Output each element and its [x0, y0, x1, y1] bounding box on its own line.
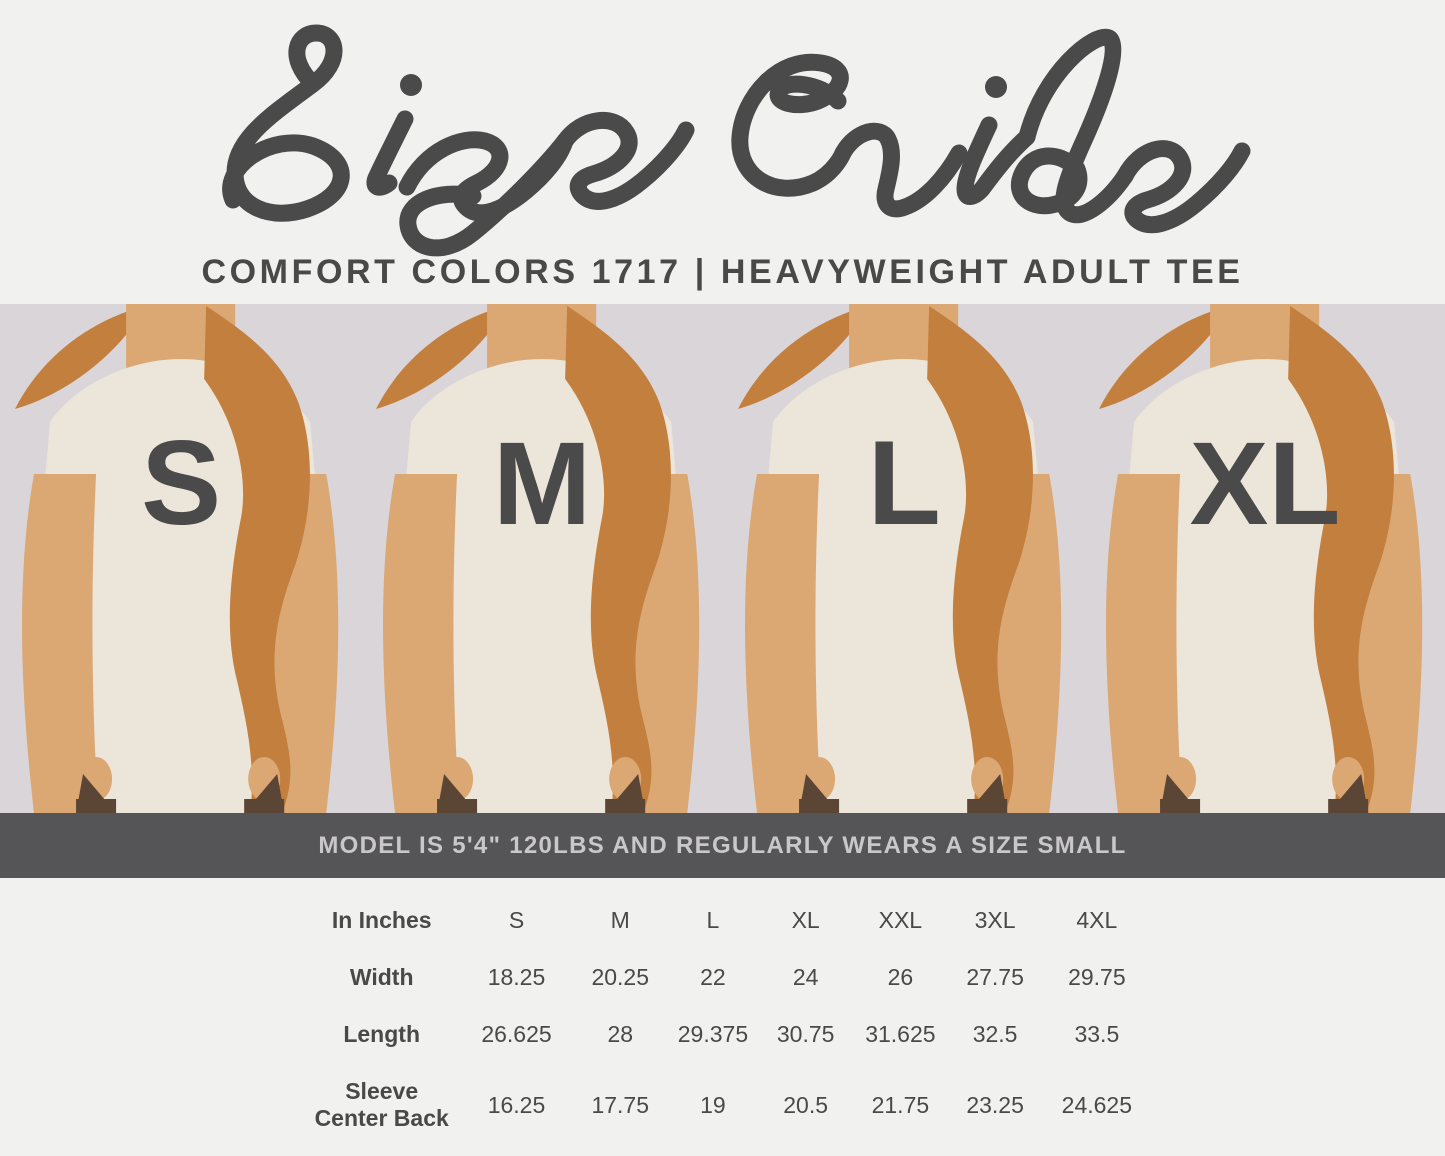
svg-text:M: M [493, 418, 591, 550]
svg-text:S: S [141, 416, 221, 550]
svg-text:XL: XL [1189, 418, 1340, 550]
svg-text:L: L [867, 416, 940, 550]
